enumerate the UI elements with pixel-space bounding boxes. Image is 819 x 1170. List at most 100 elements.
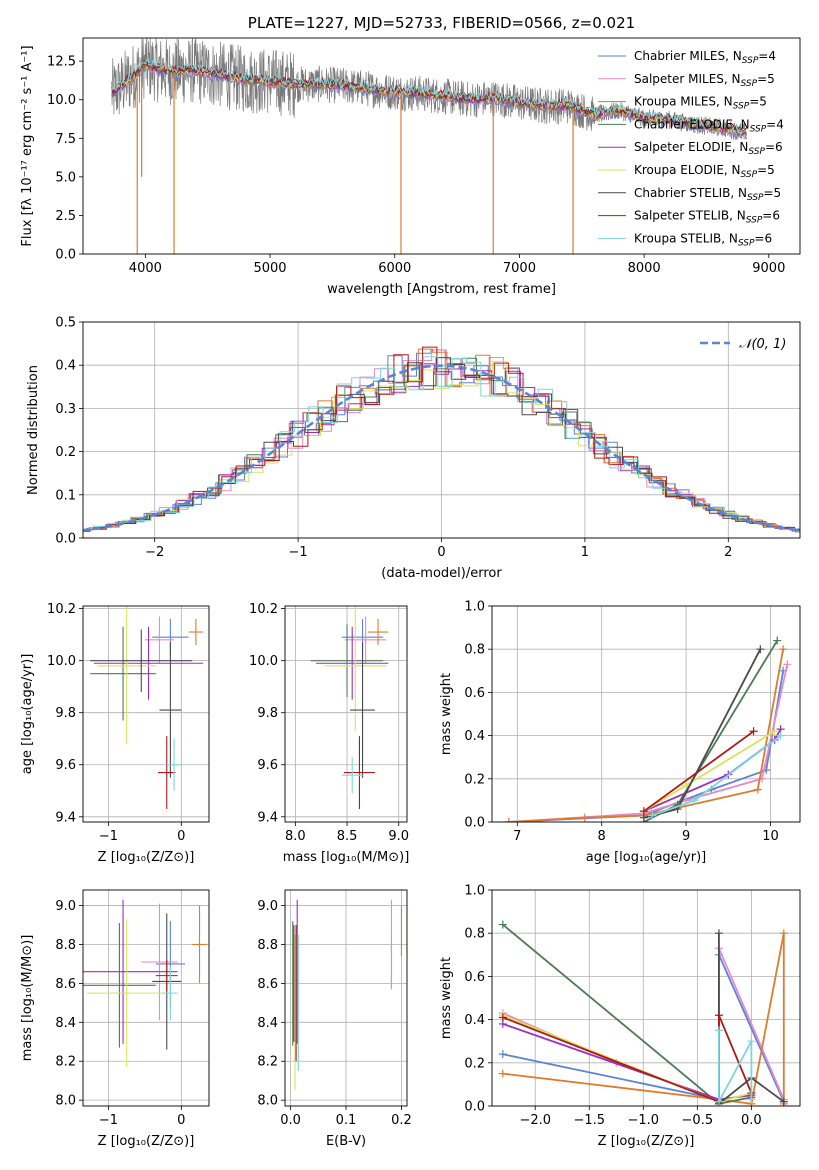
data-point-marker — [498, 1069, 507, 1078]
y-tick-label: 8.2 — [55, 1055, 76, 1070]
plot-area — [292, 899, 403, 1091]
axes-frame — [82, 889, 210, 1107]
y-tick-label: 8.0 — [55, 1094, 76, 1109]
y-tick-label: 0.6 — [464, 686, 485, 701]
y-axis-label: Normed distribution — [26, 365, 41, 495]
errorbar-point — [158, 736, 176, 809]
axes-frame — [491, 605, 801, 823]
axes-frame — [82, 605, 210, 823]
y-tick-label: 5.0 — [55, 170, 76, 185]
data-point-marker — [756, 645, 765, 654]
data-point-marker — [747, 1037, 756, 1046]
x-tick-label: −2 — [145, 545, 164, 560]
panel-mass-vs-EBV: 0.0 0.1 0.2 8.0 8.2 8.4 8.6 8.8 9.0 E(B-V) — [257, 889, 412, 1149]
x-tick-label: 0.0 — [280, 1113, 301, 1128]
y-tick-label: 9.6 — [55, 758, 76, 773]
data-point-marker — [783, 660, 792, 669]
x-tick-label: −1.5 — [573, 1113, 605, 1128]
errorbar-point — [316, 626, 389, 700]
chart-title: PLATE=1227, MJD=52733, FIBERID=0566, z=0… — [248, 14, 635, 32]
y-tick-label: 9.0 — [257, 899, 278, 914]
observed-spectrum — [111, 38, 747, 140]
x-tick-label: 6000 — [378, 261, 411, 276]
errorbar-point — [344, 616, 387, 664]
x-tick-label: 7000 — [503, 261, 536, 276]
data-point-marker — [714, 929, 723, 938]
x-tick-label: 7 — [513, 829, 521, 844]
y-tick-label: 8.6 — [55, 977, 76, 992]
data-point-marker — [776, 731, 785, 740]
legend-label: Chabrier ELODIE, NSSP=4 — [634, 117, 784, 134]
y-tick-label: 1.0 — [464, 600, 485, 615]
errorbar-point — [367, 619, 389, 646]
errorbar-point — [144, 616, 175, 664]
legend-label: Salpeter STELIB, NSSP=6 — [634, 209, 780, 226]
plot-area — [310, 606, 389, 809]
histogram-series — [83, 346, 800, 533]
y-tick-label: 8.8 — [257, 938, 278, 953]
y-tick-label: 9.4 — [55, 810, 76, 825]
errorbar-point — [324, 606, 387, 731]
y-tick-label: 0.6 — [464, 970, 485, 985]
y-tick-label: 9.8 — [257, 706, 278, 721]
y-tick-label: 2.5 — [55, 209, 76, 224]
panel-spectrum: 4000 5000 6000 7000 8000 9000 0.0 2.5 5.0 7.5 10.0… — [20, 14, 801, 297]
panel-weight-vs-age: 7 8 9 10 0.0 0.2 0.4 0.6 0.8 1.0 age [log₁₀(age/yr… — [439, 600, 801, 865]
weight-line — [643, 730, 776, 812]
x-tick-label: 1 — [581, 545, 589, 560]
data-point-marker — [779, 929, 788, 938]
y-tick-label: 1.0 — [464, 884, 485, 899]
axes-frame — [284, 889, 408, 1107]
weight-line — [718, 1030, 753, 1103]
y-tick-label: 10.0 — [47, 654, 76, 669]
x-tick-label: −1 — [289, 545, 308, 560]
legend-label: Kroupa ELODIE, NSSP=5 — [634, 163, 775, 180]
x-tick-label: −1.0 — [628, 1113, 660, 1128]
legend-label: Salpeter MILES, NSSP=5 — [634, 72, 775, 89]
data-point-marker — [773, 636, 782, 645]
errorbar-point — [188, 619, 204, 646]
x-tick-label: 0 — [437, 545, 445, 560]
legend-label: 𝒩(0, 1) — [739, 337, 786, 352]
data-point-marker — [714, 1097, 723, 1106]
data-point-marker — [714, 1011, 723, 1020]
data-point-marker — [779, 645, 788, 654]
y-tick-label: 0.2 — [464, 772, 485, 787]
x-tick-label: 8000 — [628, 261, 661, 276]
x-axis-label: Z [log₁₀(Z/Z⊙)] — [98, 850, 195, 865]
x-axis-label: Z [log₁₀(Z/Z⊙)] — [598, 1134, 695, 1149]
y-axis-label: mass [log₁₀(M/M⊙)] — [20, 935, 35, 1062]
y-tick-label: 0.5 — [55, 316, 76, 331]
data-point-marker — [770, 727, 779, 736]
data-point-marker — [779, 1097, 788, 1106]
y-tick-label: 0.0 — [55, 248, 76, 263]
errorbar-point — [86, 919, 167, 1068]
x-axis-label: E(B-V) — [326, 1134, 366, 1149]
model-line — [111, 57, 747, 133]
x-tick-label: 0.1 — [336, 1113, 357, 1128]
y-axis-label: Flux [fλ 10⁻¹⁷ erg cm⁻² s⁻¹ A⁻¹] — [20, 45, 35, 246]
errorbar-point — [350, 642, 375, 778]
panel-weight-vs-Z: −2.0 −1.5 −1.0 −0.5 0.0 0.0 0.2 0.4 0.6 0.8 1.0 Z [… — [439, 884, 801, 1149]
x-tick-label: 10 — [762, 829, 779, 844]
x-tick-label: −2.0 — [519, 1113, 551, 1128]
weight-line — [508, 664, 789, 822]
x-tick-label: 4000 — [129, 261, 162, 276]
plot-area — [83, 899, 207, 1068]
errorbar-point — [343, 736, 375, 809]
y-tick-label: 12.5 — [47, 55, 76, 70]
y-axis-label: mass weight — [439, 673, 454, 755]
legend-label: Kroupa STELIB, NSSP=6 — [634, 231, 772, 248]
histogram-series — [83, 357, 800, 531]
y-tick-label: 8.4 — [55, 1016, 76, 1031]
y-tick-label: 0.4 — [464, 1013, 485, 1028]
data-point-marker — [504, 818, 513, 822]
x-axis-label: age [log₁₀(age/yr)] — [586, 850, 707, 865]
y-tick-label: 8.8 — [55, 938, 76, 953]
x-tick-label: 9.0 — [388, 829, 409, 844]
panel-residuals: −2 −1 0 1 2 0.0 0.1 0.2 0.3 0.4 0.5 (data-model)/er… — [26, 316, 801, 581]
x-tick-label: 5000 — [253, 261, 286, 276]
panel-mass-vs-Z: −1 0 8.0 8.2 8.4 8.6 8.8 9.0 Z [log₁₀(Z/Z⊙)] mass… — [20, 889, 210, 1149]
errorbar-point — [97, 606, 156, 744]
data-point-marker — [749, 727, 758, 736]
